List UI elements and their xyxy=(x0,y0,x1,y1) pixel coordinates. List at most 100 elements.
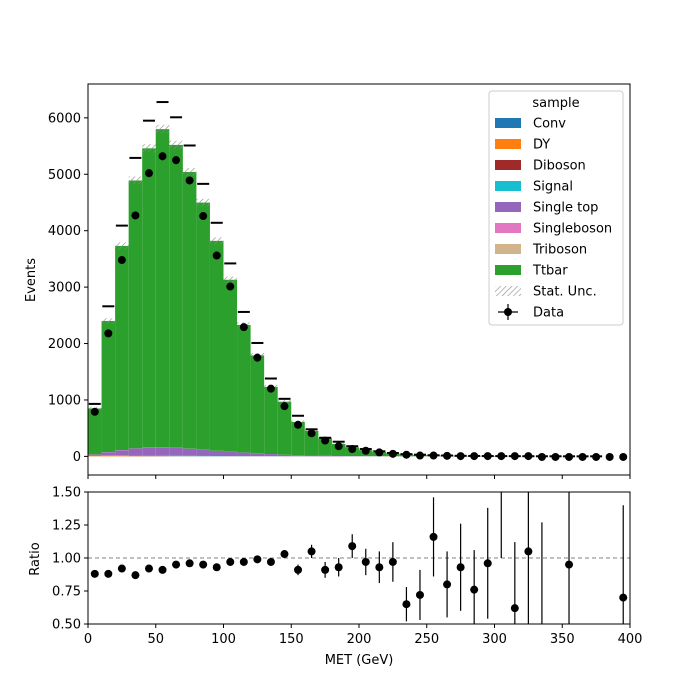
ratio-point xyxy=(280,550,289,559)
ratio-point xyxy=(334,563,343,572)
legend-label: Diboson xyxy=(533,159,586,174)
bar-single-top xyxy=(277,454,292,457)
ratio-point xyxy=(266,557,275,566)
ratio-point xyxy=(348,542,357,551)
ratio-points xyxy=(90,492,628,624)
ratio-point-group xyxy=(172,560,181,569)
data-point xyxy=(253,353,262,362)
legend-item-triboson: Triboson xyxy=(495,243,587,258)
data-point xyxy=(429,451,438,460)
y-tick-label: 5000 xyxy=(48,168,81,183)
x-tick-label: 250 xyxy=(414,632,439,647)
stat-unc-band xyxy=(182,168,197,177)
ratio-point-group xyxy=(239,557,248,566)
main-y-axis-label: Events xyxy=(24,258,39,302)
stat-unc-band xyxy=(277,399,292,404)
stat-unc-band xyxy=(128,176,143,185)
legend-label: Ttbar xyxy=(532,264,568,279)
series-diboson xyxy=(88,455,305,457)
ratio-point xyxy=(117,564,126,573)
legend-item-stat-unc: Stat. Unc. xyxy=(495,285,597,300)
x-tick-label: 300 xyxy=(482,632,507,647)
ratio-point xyxy=(619,593,628,602)
y-tick-label: 3000 xyxy=(48,281,81,296)
ratio-point-group xyxy=(280,550,289,559)
legend-swatch xyxy=(495,118,521,128)
legend-label: Conv xyxy=(533,117,566,132)
data-point xyxy=(619,452,628,461)
data-point xyxy=(470,452,479,461)
data-point xyxy=(497,452,506,461)
ratio-point-group xyxy=(185,559,194,568)
ratio-point-group xyxy=(565,492,574,624)
bar-single-top xyxy=(291,455,305,457)
bar-ttbar xyxy=(182,172,197,449)
legend-item-singleboson: Singleboson xyxy=(495,222,612,237)
legend-swatch xyxy=(495,139,521,149)
data-point xyxy=(348,445,357,454)
ratio-point-group xyxy=(456,523,465,611)
data-point xyxy=(510,452,519,461)
data-point xyxy=(104,329,113,338)
ratio-point-group xyxy=(415,569,424,621)
data-point xyxy=(456,452,465,461)
ratio-point xyxy=(429,532,438,541)
bar-single-top xyxy=(169,447,183,456)
data-point xyxy=(185,176,194,185)
ratio-point-group xyxy=(321,561,330,578)
data-point xyxy=(524,452,533,461)
ratio-point-group xyxy=(90,569,99,578)
data-point xyxy=(226,282,235,291)
ratio-point xyxy=(321,565,330,574)
bar-single-top xyxy=(115,450,129,456)
ratio-point-group xyxy=(307,544,316,558)
data-point xyxy=(483,452,492,461)
data-point xyxy=(307,429,316,438)
data-point xyxy=(415,451,424,460)
x-tick-label: 100 xyxy=(211,632,236,647)
ratio-point xyxy=(307,547,316,556)
bar-ttbar xyxy=(277,401,292,455)
ratio-point-group xyxy=(226,557,235,566)
legend-label: Stat. Unc. xyxy=(533,285,597,300)
data-point xyxy=(402,450,411,459)
data-point xyxy=(266,384,275,393)
legend-label: Signal xyxy=(533,180,573,195)
series-signal xyxy=(88,455,319,457)
ratio-panel: 0.50 0.75 1.00 1.25 1.50 0 50 100 150 200 250 300 3… xyxy=(28,486,642,669)
y-tick-label: 4000 xyxy=(48,224,81,239)
legend-label: DY xyxy=(533,138,550,153)
ratio-point xyxy=(402,600,411,609)
bar-single-top xyxy=(182,448,197,456)
data-point xyxy=(605,452,614,461)
data-point xyxy=(90,407,99,416)
ratio-point-group xyxy=(470,550,479,624)
bar-ttbar xyxy=(128,180,143,449)
ratio-point-group xyxy=(266,557,275,566)
legend-item-single-top: Single top xyxy=(495,201,598,216)
legend-label: Data xyxy=(533,306,564,321)
data-points xyxy=(90,152,628,461)
legend-swatch xyxy=(495,286,521,296)
ratio-y-tick-label: 1.25 xyxy=(52,519,81,534)
ratio-point-group xyxy=(483,507,492,619)
stat-unc-band xyxy=(142,144,156,153)
bar-ttbar xyxy=(264,386,278,455)
ratio-point xyxy=(172,560,181,569)
main-x-axis xyxy=(87,475,631,479)
ratio-y-axis-label: Ratio xyxy=(28,542,43,575)
stat-unc-band xyxy=(209,237,224,245)
data-point xyxy=(280,402,289,411)
stacked-bars xyxy=(88,129,590,457)
ratio-point xyxy=(375,563,384,572)
stat-unc-band xyxy=(196,198,210,207)
bar-single-top xyxy=(101,452,116,456)
bar-ttbar xyxy=(223,279,238,452)
legend-label: Single top xyxy=(533,201,598,216)
ratio-point xyxy=(565,560,574,569)
ratio-point-group xyxy=(524,492,533,624)
ratio-point-group xyxy=(144,564,153,573)
legend-label: Triboson xyxy=(532,243,587,258)
ratio-point-group xyxy=(402,587,411,622)
